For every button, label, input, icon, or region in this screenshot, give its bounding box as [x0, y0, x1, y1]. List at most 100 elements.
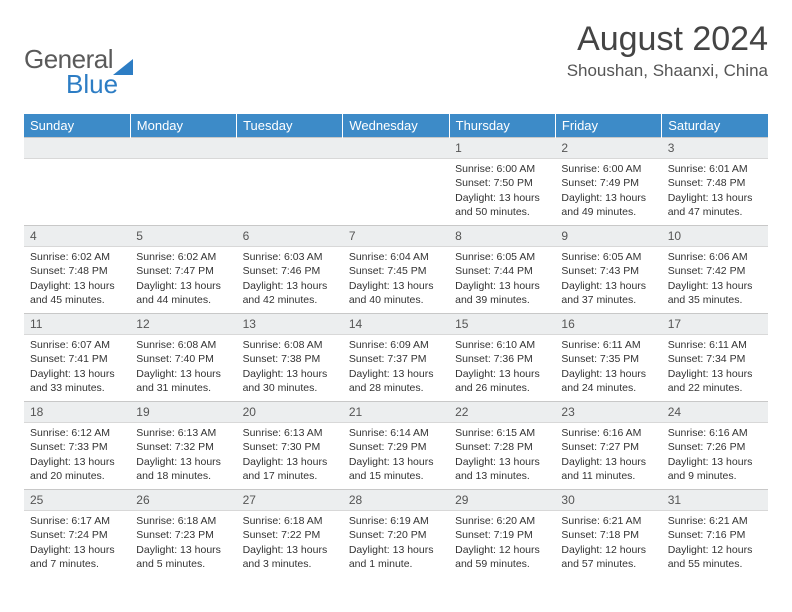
calendar-cell: 9Sunrise: 6:05 AMSunset: 7:43 PMDaylight… [555, 226, 661, 314]
calendar-cell: 5Sunrise: 6:02 AMSunset: 7:47 PMDaylight… [130, 226, 236, 314]
day-body: Sunrise: 6:08 AMSunset: 7:40 PMDaylight:… [130, 335, 236, 398]
day-number: 1 [449, 138, 555, 159]
calendar-cell: 16Sunrise: 6:11 AMSunset: 7:35 PMDayligh… [555, 314, 661, 402]
day-body: Sunrise: 6:18 AMSunset: 7:23 PMDaylight:… [130, 511, 236, 574]
daylight-line: Daylight: 13 hours and 11 minutes. [561, 455, 655, 483]
day-body: Sunrise: 6:06 AMSunset: 7:42 PMDaylight:… [662, 247, 768, 310]
weekday-header: Thursday [449, 114, 555, 138]
daylight-line: Daylight: 13 hours and 24 minutes. [561, 367, 655, 395]
daylight-line: Daylight: 13 hours and 5 minutes. [136, 543, 230, 571]
sunset-line: Sunset: 7:49 PM [561, 176, 655, 190]
sunrise-line: Sunrise: 6:00 AM [561, 162, 655, 176]
daylight-line: Daylight: 13 hours and 35 minutes. [668, 279, 762, 307]
daylight-line: Daylight: 13 hours and 30 minutes. [243, 367, 337, 395]
sunrise-line: Sunrise: 6:03 AM [243, 250, 337, 264]
calendar-cell: 21Sunrise: 6:14 AMSunset: 7:29 PMDayligh… [343, 402, 449, 490]
daylight-line: Daylight: 13 hours and 13 minutes. [455, 455, 549, 483]
sunrise-line: Sunrise: 6:00 AM [455, 162, 549, 176]
daylight-line: Daylight: 13 hours and 50 minutes. [455, 191, 549, 219]
weekday-header: Wednesday [343, 114, 449, 138]
calendar-cell [130, 138, 236, 226]
day-body: Sunrise: 6:21 AMSunset: 7:18 PMDaylight:… [555, 511, 661, 574]
daylight-line: Daylight: 13 hours and 39 minutes. [455, 279, 549, 307]
sunrise-line: Sunrise: 6:18 AM [136, 514, 230, 528]
day-body: Sunrise: 6:20 AMSunset: 7:19 PMDaylight:… [449, 511, 555, 574]
day-number: 15 [449, 314, 555, 335]
daylight-line: Daylight: 13 hours and 17 minutes. [243, 455, 337, 483]
daylight-line: Daylight: 13 hours and 42 minutes. [243, 279, 337, 307]
calendar-cell: 18Sunrise: 6:12 AMSunset: 7:33 PMDayligh… [24, 402, 130, 490]
daylight-line: Daylight: 13 hours and 31 minutes. [136, 367, 230, 395]
day-body: Sunrise: 6:08 AMSunset: 7:38 PMDaylight:… [237, 335, 343, 398]
calendar-cell: 13Sunrise: 6:08 AMSunset: 7:38 PMDayligh… [237, 314, 343, 402]
month-title: August 2024 [567, 20, 768, 59]
daylight-line: Daylight: 13 hours and 44 minutes. [136, 279, 230, 307]
day-body: Sunrise: 6:11 AMSunset: 7:34 PMDaylight:… [662, 335, 768, 398]
calendar-cell: 6Sunrise: 6:03 AMSunset: 7:46 PMDaylight… [237, 226, 343, 314]
day-number: 10 [662, 226, 768, 247]
sunset-line: Sunset: 7:20 PM [349, 528, 443, 542]
calendar-cell: 30Sunrise: 6:21 AMSunset: 7:18 PMDayligh… [555, 490, 661, 578]
day-number: 2 [555, 138, 661, 159]
sunrise-line: Sunrise: 6:08 AM [136, 338, 230, 352]
daylight-line: Daylight: 13 hours and 28 minutes. [349, 367, 443, 395]
sunrise-line: Sunrise: 6:21 AM [561, 514, 655, 528]
sunset-line: Sunset: 7:44 PM [455, 264, 549, 278]
calendar-cell: 4Sunrise: 6:02 AMSunset: 7:48 PMDaylight… [24, 226, 130, 314]
sunrise-line: Sunrise: 6:17 AM [30, 514, 124, 528]
day-number: 24 [662, 402, 768, 423]
day-number: 28 [343, 490, 449, 511]
title-block: August 2024 Shoushan, Shaanxi, China [567, 20, 768, 81]
day-number: 7 [343, 226, 449, 247]
daylight-line: Daylight: 12 hours and 59 minutes. [455, 543, 549, 571]
weekday-header: Friday [555, 114, 661, 138]
day-number: 4 [24, 226, 130, 247]
sunset-line: Sunset: 7:33 PM [30, 440, 124, 454]
day-number: 26 [130, 490, 236, 511]
weekday-header: Sunday [24, 114, 130, 138]
daylight-line: Daylight: 12 hours and 57 minutes. [561, 543, 655, 571]
day-body: Sunrise: 6:14 AMSunset: 7:29 PMDaylight:… [343, 423, 449, 486]
sunrise-line: Sunrise: 6:12 AM [30, 426, 124, 440]
calendar-cell: 23Sunrise: 6:16 AMSunset: 7:27 PMDayligh… [555, 402, 661, 490]
sunrise-line: Sunrise: 6:14 AM [349, 426, 443, 440]
calendar-cell: 12Sunrise: 6:08 AMSunset: 7:40 PMDayligh… [130, 314, 236, 402]
calendar-cell: 25Sunrise: 6:17 AMSunset: 7:24 PMDayligh… [24, 490, 130, 578]
sunset-line: Sunset: 7:26 PM [668, 440, 762, 454]
day-number: 3 [662, 138, 768, 159]
day-number: 18 [24, 402, 130, 423]
daylight-line: Daylight: 13 hours and 45 minutes. [30, 279, 124, 307]
sunrise-line: Sunrise: 6:19 AM [349, 514, 443, 528]
logo: General Blue [24, 20, 133, 100]
calendar-row: 4Sunrise: 6:02 AMSunset: 7:48 PMDaylight… [24, 226, 768, 314]
daylight-line: Daylight: 13 hours and 3 minutes. [243, 543, 337, 571]
calendar-row: 11Sunrise: 6:07 AMSunset: 7:41 PMDayligh… [24, 314, 768, 402]
sunrise-line: Sunrise: 6:11 AM [561, 338, 655, 352]
day-body: Sunrise: 6:11 AMSunset: 7:35 PMDaylight:… [555, 335, 661, 398]
day-number: 22 [449, 402, 555, 423]
calendar-cell: 22Sunrise: 6:15 AMSunset: 7:28 PMDayligh… [449, 402, 555, 490]
calendar-row: 25Sunrise: 6:17 AMSunset: 7:24 PMDayligh… [24, 490, 768, 578]
day-body: Sunrise: 6:02 AMSunset: 7:47 PMDaylight:… [130, 247, 236, 310]
calendar-cell [343, 138, 449, 226]
day-number: 21 [343, 402, 449, 423]
sunset-line: Sunset: 7:19 PM [455, 528, 549, 542]
sunrise-line: Sunrise: 6:07 AM [30, 338, 124, 352]
sunrise-line: Sunrise: 6:02 AM [30, 250, 124, 264]
calendar-cell: 29Sunrise: 6:20 AMSunset: 7:19 PMDayligh… [449, 490, 555, 578]
sunset-line: Sunset: 7:16 PM [668, 528, 762, 542]
calendar-cell: 28Sunrise: 6:19 AMSunset: 7:20 PMDayligh… [343, 490, 449, 578]
day-number: 23 [555, 402, 661, 423]
day-body: Sunrise: 6:13 AMSunset: 7:30 PMDaylight:… [237, 423, 343, 486]
day-number: 5 [130, 226, 236, 247]
sunrise-line: Sunrise: 6:18 AM [243, 514, 337, 528]
weekday-header: Saturday [662, 114, 768, 138]
sunrise-line: Sunrise: 6:15 AM [455, 426, 549, 440]
calendar-body: 1Sunrise: 6:00 AMSunset: 7:50 PMDaylight… [24, 138, 768, 578]
sunrise-line: Sunrise: 6:08 AM [243, 338, 337, 352]
day-number: 27 [237, 490, 343, 511]
sunrise-line: Sunrise: 6:05 AM [561, 250, 655, 264]
day-number: 29 [449, 490, 555, 511]
day-body: Sunrise: 6:00 AMSunset: 7:50 PMDaylight:… [449, 159, 555, 222]
day-number: 25 [24, 490, 130, 511]
